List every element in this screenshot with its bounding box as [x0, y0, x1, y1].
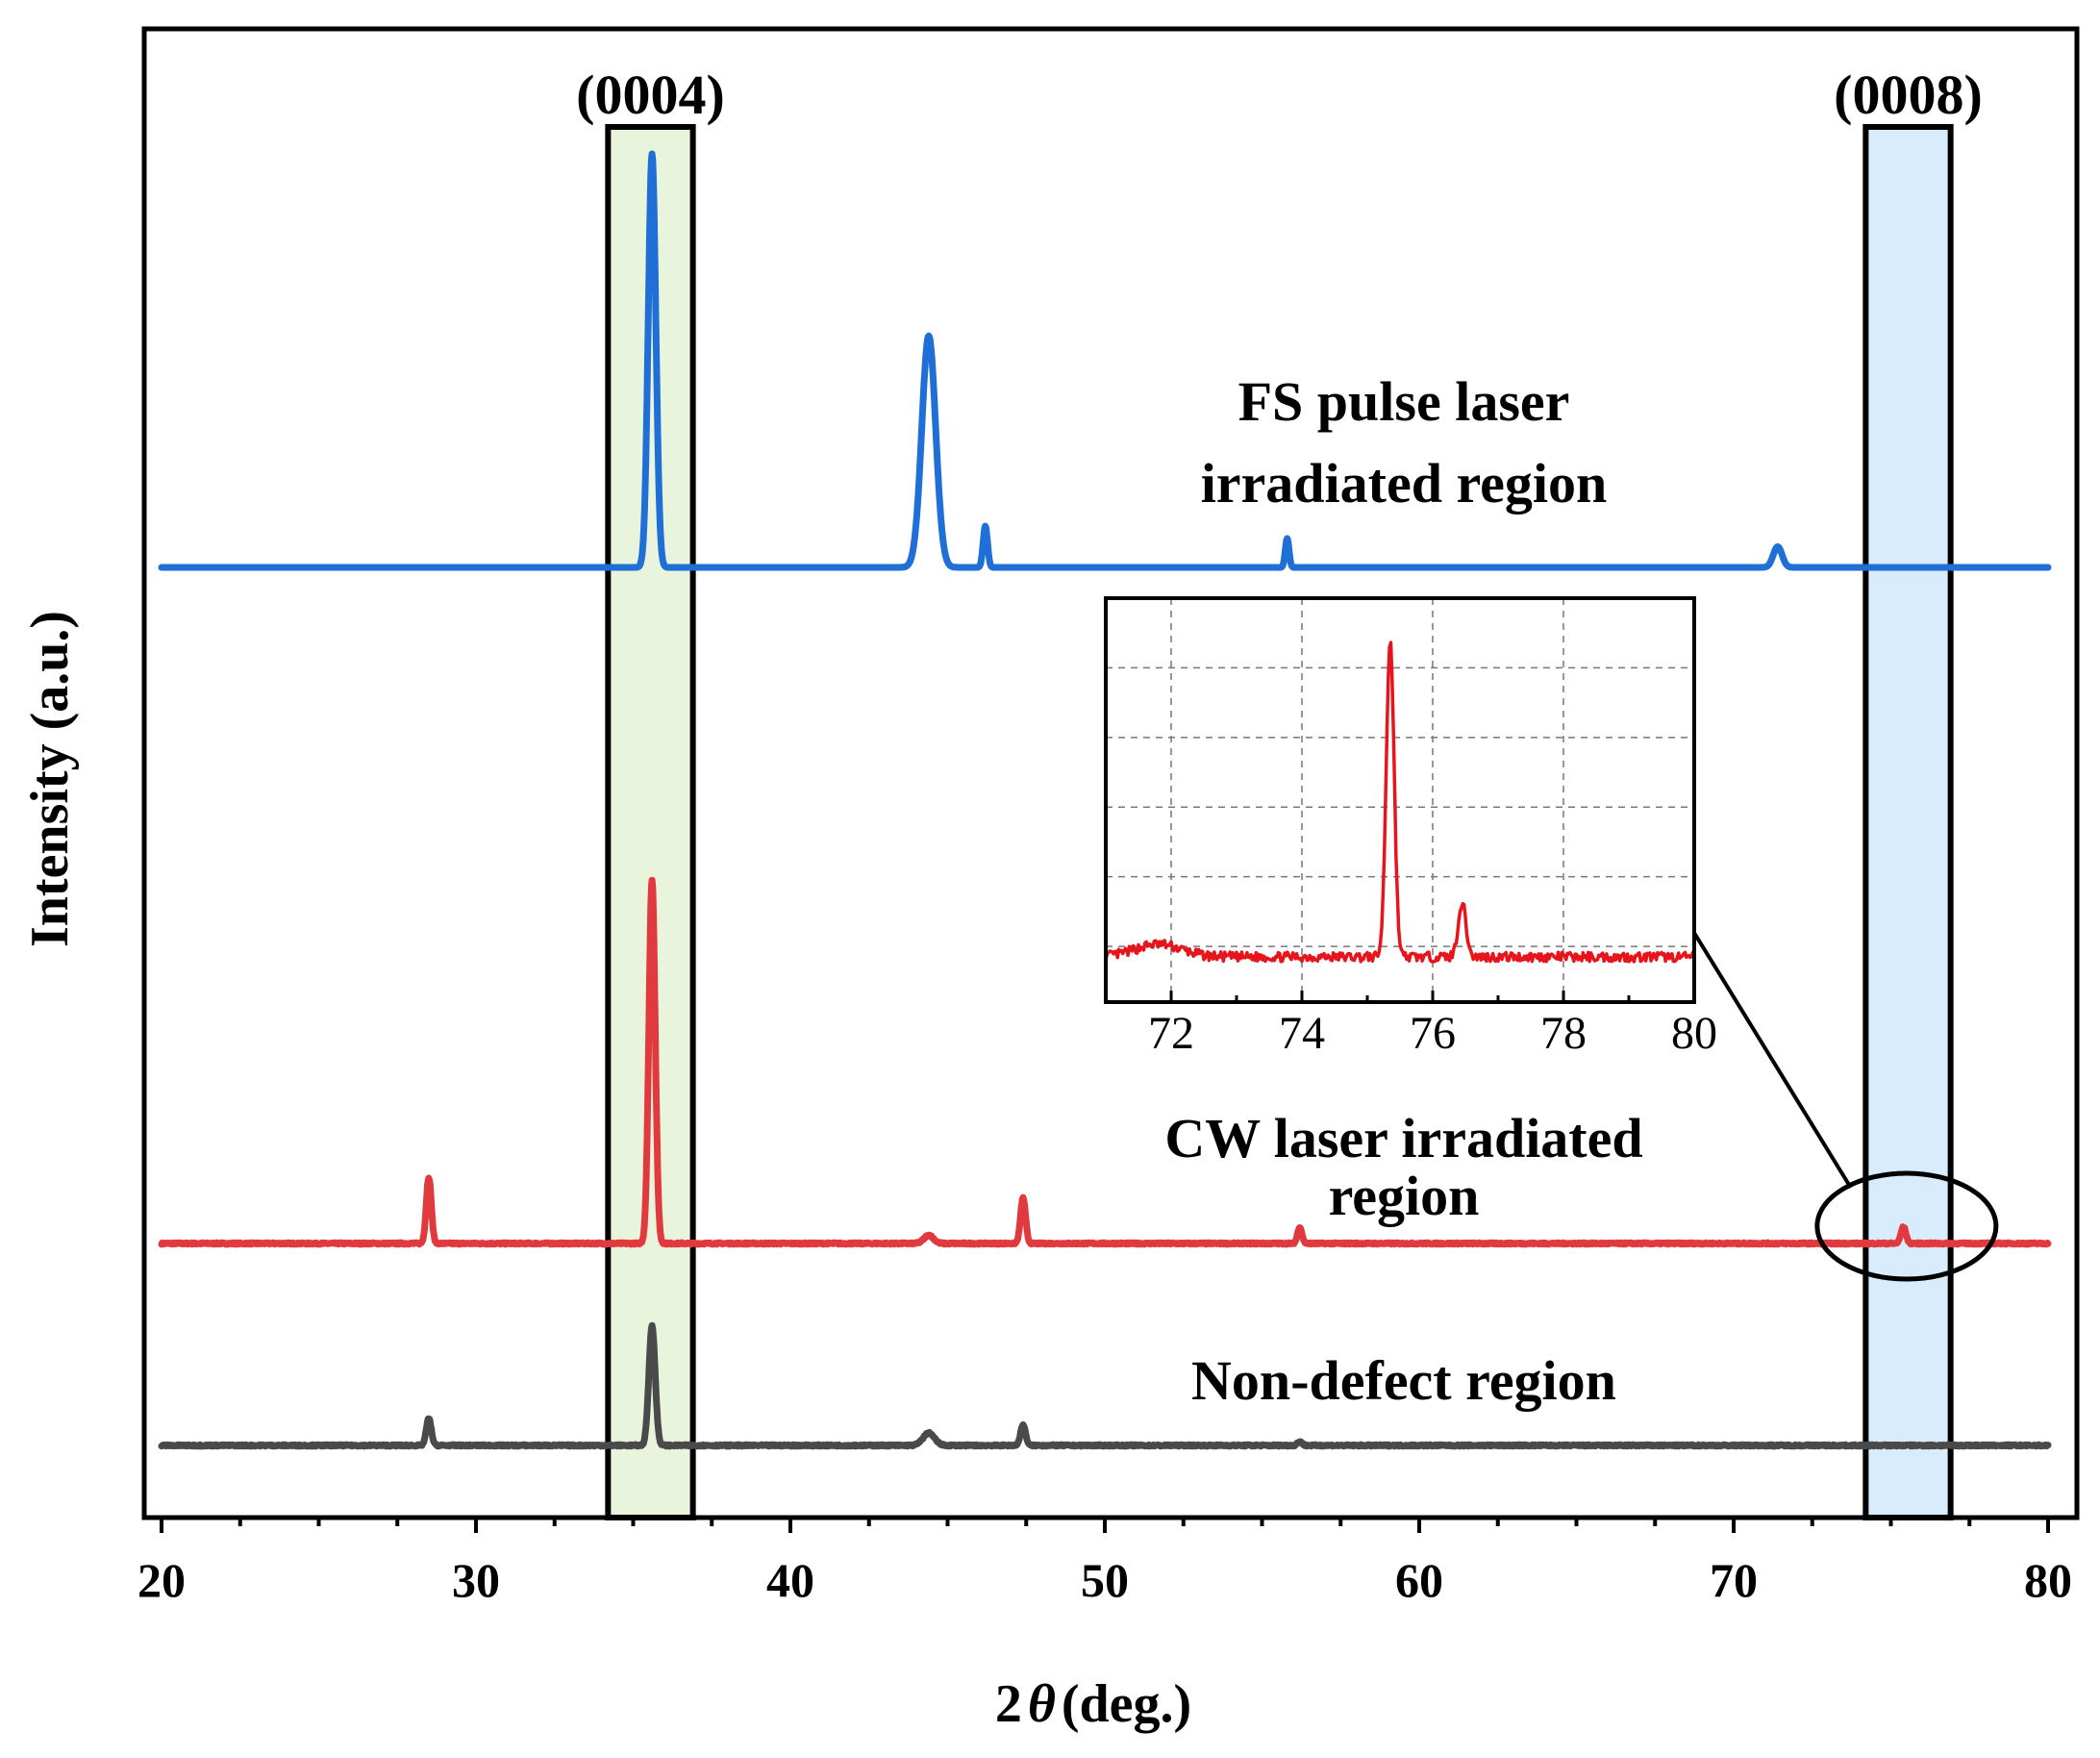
x-axis-title: 2 θ (deg.): [995, 1674, 1191, 1734]
series-label-1-line-2: irradiated region: [1201, 452, 1608, 515]
callout-connector: [1692, 931, 1853, 1190]
highlight-box-2: [1862, 124, 1954, 1520]
x-axis-title-prefix: 2: [995, 1674, 1022, 1734]
series-label-3-line-1: Non-defect region: [1191, 1349, 1616, 1412]
callout-ellipse: [1814, 1170, 1999, 1282]
x-axis: 20 30 40 50 60 70 80: [138, 1518, 2072, 1607]
plot-frame: [141, 26, 2080, 1520]
inset-frame: [1104, 596, 1696, 1004]
x-tick-label-60: 60: [1395, 1553, 1443, 1607]
x-tick-label-20: 20: [138, 1553, 186, 1607]
highlight-label-1: (0004): [576, 63, 725, 126]
series-line-1: [158, 150, 2052, 571]
x-tick-label-40: 40: [766, 1553, 814, 1607]
series-line-3: [158, 1321, 2052, 1450]
series-label-2-line-1: CW laser irradiated: [1164, 1107, 1642, 1169]
frame-layer: [141, 26, 2080, 1520]
x-tick-label-70: 70: [1710, 1553, 1758, 1607]
inset-chart: 72 74 76 78 80: [1104, 596, 1999, 1282]
series-labels: FS pulse laser irradiated region CW laser …: [1164, 370, 1642, 1412]
inset-tick-label-72: 72: [1148, 1008, 1194, 1059]
inset-series-line: [1104, 640, 1695, 964]
series-label-1-line-1: FS pulse laser: [1238, 370, 1570, 433]
x-axis-title-suffix: (deg.): [1062, 1674, 1191, 1734]
series-label-2-line-2: region: [1329, 1165, 1480, 1227]
y-axis-title: Intensity (a.u.): [20, 611, 80, 947]
inset-tick-label-78: 78: [1540, 1008, 1587, 1059]
inset-tick-label-80: 80: [1671, 1008, 1717, 1059]
x-tick-label-50: 50: [1081, 1553, 1129, 1607]
x-tick-label-30: 30: [452, 1553, 500, 1607]
x-axis-title-symbol: θ: [1028, 1674, 1056, 1734]
inset-tick-label-74: 74: [1279, 1008, 1325, 1059]
x-tick-label-80: 80: [2024, 1553, 2072, 1607]
series-layer: [158, 150, 2052, 1450]
inset-tick-label-76: 76: [1410, 1008, 1456, 1059]
series-line-2: [158, 876, 2052, 1248]
highlight-label-2: (0008): [1834, 63, 1983, 126]
